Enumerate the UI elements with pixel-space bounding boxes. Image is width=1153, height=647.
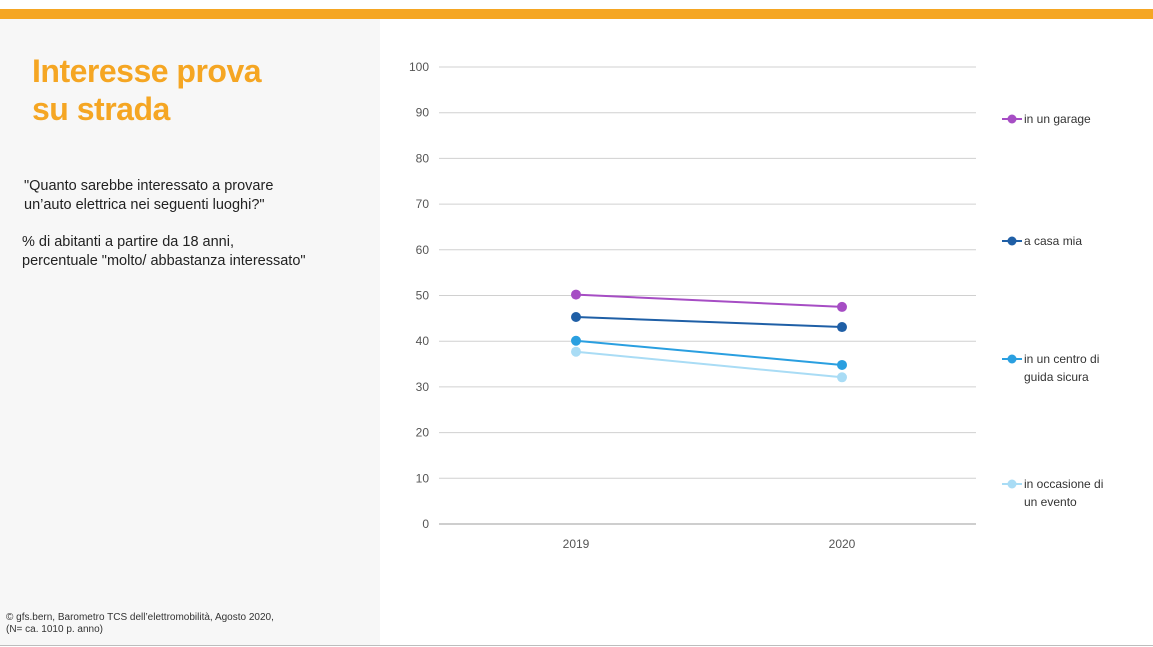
- bottom-divider: [0, 645, 1153, 646]
- data-point: [571, 289, 581, 300]
- survey-question: "Quanto sarebbe interessato a provare un…: [24, 177, 374, 215]
- population-note: % di abitanti a partire da 18 anni, perc…: [22, 233, 372, 271]
- y-tick-label: 70: [416, 197, 430, 211]
- data-point: [837, 322, 847, 333]
- population-line-2: percentuale "molto/ abbastanza interessa…: [22, 253, 306, 269]
- title-line-2: su strada: [32, 91, 170, 127]
- legend-swatch-marker: [1007, 114, 1017, 124]
- legend-label: a casa mia: [1024, 234, 1082, 248]
- y-tick-label: 20: [416, 426, 430, 440]
- series-line: [575, 350, 843, 379]
- question-line-1: "Quanto sarebbe interessato a provare: [24, 178, 274, 194]
- question-line-2: un’auto elettrica nei seguenti luoghi?": [24, 197, 265, 213]
- data-point: [837, 372, 847, 383]
- y-tick-label: 10: [416, 471, 430, 485]
- legend-label: guida sicura: [1024, 370, 1089, 384]
- series-line: [575, 339, 843, 366]
- source-line-2: (N= ca. 1010 p. anno): [6, 624, 104, 635]
- legend-label: in occasione di: [1024, 477, 1103, 491]
- source-line-1: © gfs.bern, Barometro TCS dell’elettromo…: [6, 612, 274, 623]
- line-chart: 0 10 20 30 40 50 60 70 80 90 100 2019 2020 in un gara…: [409, 60, 1103, 551]
- x-tick-label: 2020: [829, 537, 856, 551]
- legend-swatch-marker: [1007, 236, 1017, 246]
- left-panel: [0, 19, 380, 645]
- data-point: [571, 346, 581, 357]
- data-point: [837, 359, 847, 370]
- y-tick-label: 90: [416, 106, 430, 120]
- page-title: Interesse prova su strada: [32, 52, 362, 128]
- y-tick-label: 30: [416, 380, 430, 394]
- y-tick-label: 100: [409, 60, 429, 74]
- legend-label: un evento: [1024, 495, 1077, 509]
- population-line-1: % di abitanti a partire da 18 anni,: [22, 234, 234, 250]
- y-tick-label: 0: [422, 517, 429, 531]
- y-tick-label: 50: [416, 289, 430, 303]
- title-line-1: Interesse prova: [32, 53, 262, 89]
- data-point: [837, 301, 847, 312]
- data-point: [571, 335, 581, 346]
- x-tick-label: 2019: [563, 537, 590, 551]
- y-tick-label: 40: [416, 334, 430, 348]
- legend-label: in un garage: [1024, 112, 1091, 126]
- y-tick-label: 80: [416, 151, 430, 165]
- data-point: [571, 311, 581, 322]
- legend-swatch-marker: [1007, 354, 1017, 364]
- top-accent-bar: [0, 9, 1153, 19]
- legend-swatch-marker: [1007, 479, 1017, 489]
- y-tick-label: 60: [416, 243, 430, 257]
- series-line: [575, 315, 843, 329]
- series-line: [575, 293, 843, 308]
- legend-label: in un centro di: [1024, 352, 1099, 366]
- source-note: © gfs.bern, Barometro TCS dell’elettromo…: [6, 612, 376, 636]
